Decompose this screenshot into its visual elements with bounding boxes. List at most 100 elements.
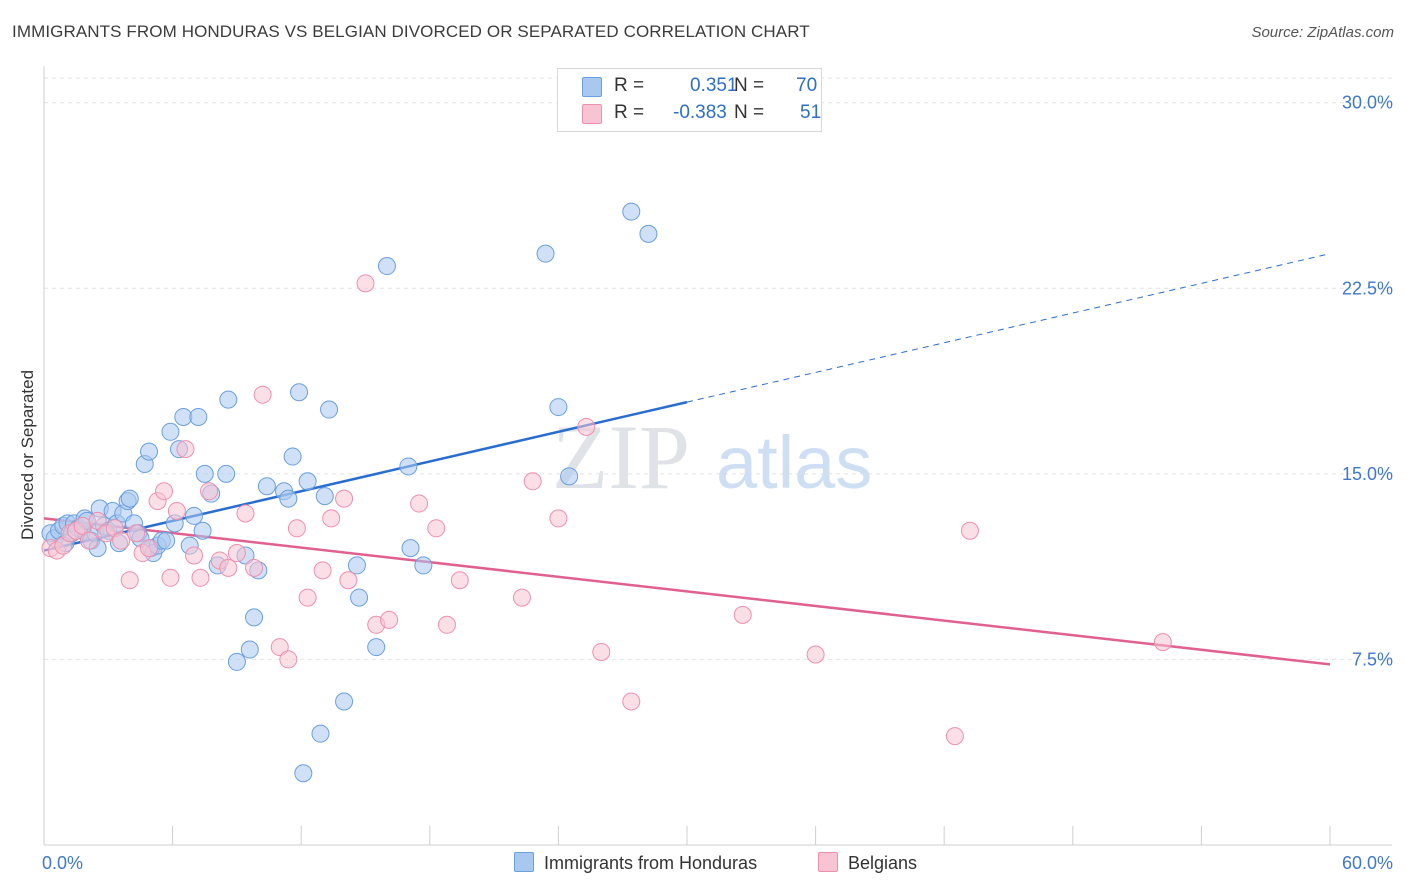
legend-n-value: 51 <box>800 102 822 123</box>
honduras-point <box>257 477 276 496</box>
belgians-point <box>236 504 255 523</box>
honduras-point <box>350 588 369 607</box>
honduras-point <box>367 638 386 657</box>
data-points <box>41 202 1172 783</box>
belgians-point <box>733 605 752 624</box>
watermark: ZIP atlas <box>552 406 872 508</box>
legend-r-label: R = <box>614 75 645 96</box>
honduras-point <box>157 531 176 550</box>
honduras-point <box>549 398 568 417</box>
belgians-trend-line <box>43 517 1331 666</box>
honduras-point <box>193 521 212 540</box>
y-tick-label: 7.5% <box>1352 649 1393 669</box>
honduras-point <box>120 489 139 508</box>
y-axis-label: Divorced or Separated <box>18 369 37 541</box>
x-tick-label: 0.0% <box>42 853 83 873</box>
bottom-legend-belgians: Belgians <box>818 852 917 874</box>
honduras-point <box>335 692 354 711</box>
y-tick-label: 15.0% <box>1342 464 1393 484</box>
belgians-point <box>437 615 456 634</box>
honduras-point <box>315 487 334 506</box>
belgians-point <box>161 568 180 587</box>
honduras-trend-extension <box>686 253 1331 403</box>
honduras-point <box>283 447 302 466</box>
belgians-point <box>313 561 332 580</box>
legend-swatch-honduras <box>582 77 602 97</box>
y-tick-label: 22.5% <box>1342 278 1393 298</box>
honduras-point <box>279 489 298 508</box>
legend-r-value: 0.351 <box>690 75 738 96</box>
bottom-legend-swatch-honduras <box>514 852 534 872</box>
belgians-point <box>167 501 186 520</box>
honduras-point <box>399 457 418 476</box>
belgians-point <box>88 511 107 530</box>
belgians-point <box>270 638 289 657</box>
belgians-point <box>279 650 298 669</box>
honduras-point <box>294 764 313 783</box>
legend-swatch-belgians <box>582 104 602 124</box>
belgians-point <box>185 546 204 565</box>
y-tick-label: 30.0% <box>1342 93 1393 113</box>
belgians-point <box>322 509 341 528</box>
belgians-point <box>806 645 825 664</box>
belgians-point <box>176 440 195 459</box>
honduras-point <box>298 472 317 491</box>
honduras-point <box>536 244 555 263</box>
honduras-point <box>622 202 641 221</box>
belgians-point <box>592 643 611 662</box>
belgians-point <box>298 588 317 607</box>
belgians-point <box>427 519 446 538</box>
belgians-point <box>410 494 429 513</box>
honduras-point <box>174 407 193 426</box>
legend-n-label: N = <box>734 102 765 123</box>
tick-labels: 7.5% 15.0% 22.5% 30.0% 0.0% 60.0% <box>42 93 1393 873</box>
honduras-point <box>377 257 396 276</box>
bottom-legend-honduras: Immigrants from Honduras <box>514 852 757 874</box>
watermark-zip: ZIP <box>552 406 690 508</box>
chart-title: IMMIGRANTS FROM HONDURAS VS BELGIAN DIVO… <box>12 22 810 41</box>
bottom-legend-swatch-belgians <box>818 852 838 872</box>
axes <box>43 66 1392 846</box>
belgians-point <box>140 539 159 558</box>
source-label: Source: ZipAtlas.com <box>1251 24 1394 41</box>
belgians-point <box>523 472 542 491</box>
honduras-point <box>217 464 236 483</box>
belgians-point <box>339 571 358 590</box>
legend-r-value: -0.383 <box>673 102 727 123</box>
belgians-point <box>577 417 596 436</box>
belgians-point <box>622 692 641 711</box>
honduras-point <box>401 539 420 558</box>
honduras-point <box>245 608 264 627</box>
belgians-point <box>155 482 174 501</box>
honduras-point <box>195 464 214 483</box>
honduras-point <box>347 556 366 575</box>
belgians-point <box>245 558 264 577</box>
belgians-point <box>450 571 469 590</box>
honduras-point <box>185 506 204 525</box>
belgians-point <box>380 610 399 629</box>
belgians-point <box>335 489 354 508</box>
honduras-point <box>227 652 246 671</box>
belgians-point <box>253 385 272 404</box>
x-tick-label: 60.0% <box>1342 853 1393 873</box>
bottom-legend-label-honduras: Immigrants from Honduras <box>544 853 758 873</box>
legend-r-label: R = <box>614 102 645 123</box>
belgians-point <box>1153 633 1172 652</box>
honduras-point <box>161 422 180 441</box>
belgians-point <box>549 509 568 528</box>
belgians-point <box>960 521 979 540</box>
belgians-point <box>219 558 238 577</box>
legend-n-value: 70 <box>796 75 818 96</box>
belgians-point <box>287 519 306 538</box>
honduras-point <box>320 400 339 419</box>
watermark-atlas: atlas <box>716 421 872 504</box>
belgians-point <box>80 531 99 550</box>
correlation-legend: R = 0.351 N = 70 R = -0.383 N = 51 <box>557 68 822 132</box>
honduras-point <box>219 390 238 409</box>
belgians-point <box>120 571 139 590</box>
honduras-point <box>414 556 433 575</box>
belgians-point <box>512 588 531 607</box>
honduras-point <box>311 724 330 743</box>
honduras-point <box>240 640 259 659</box>
